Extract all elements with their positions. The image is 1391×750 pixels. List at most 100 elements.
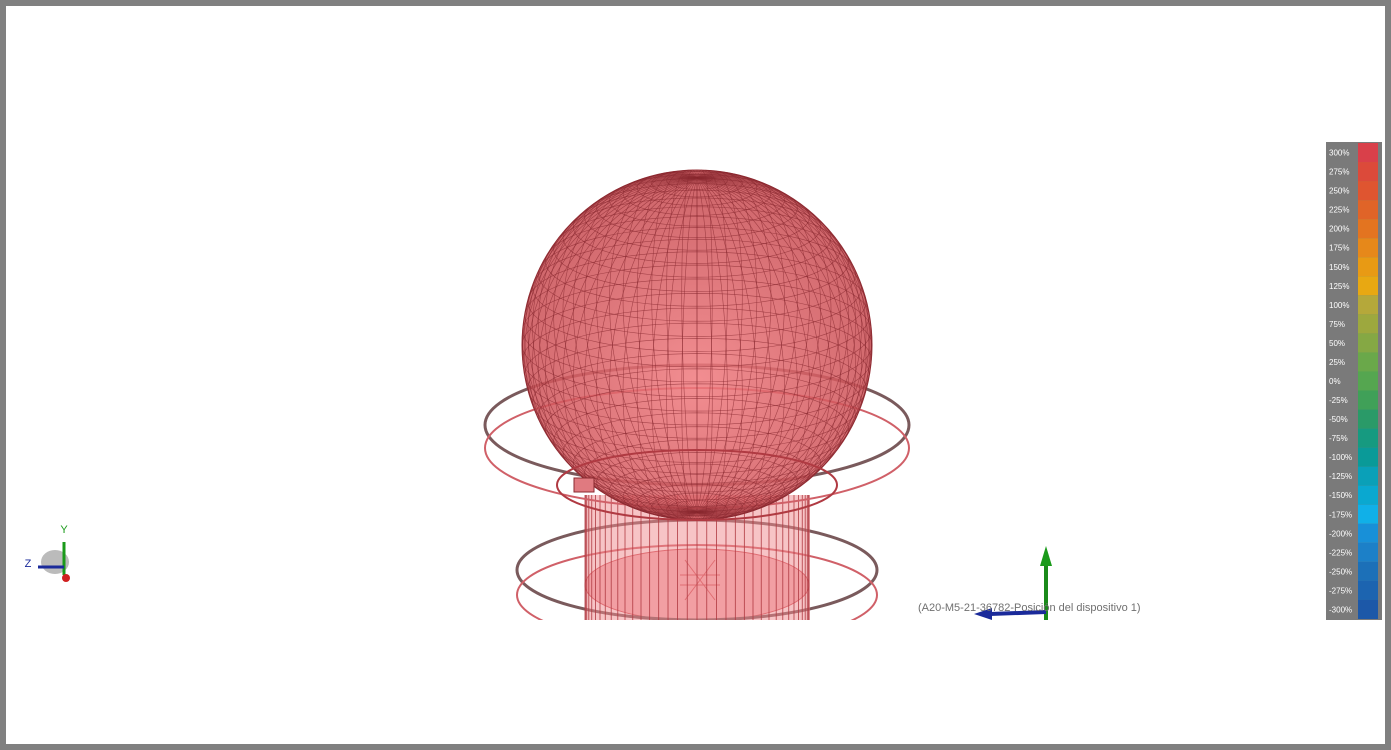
legend-label: -125% (1329, 472, 1352, 481)
legend-label: 175% (1329, 244, 1349, 253)
meridian (538, 176, 698, 513)
meridian (696, 169, 728, 513)
legend-swatch (1358, 257, 1378, 277)
meridian (696, 174, 841, 513)
meridian (696, 170, 758, 513)
legend-label: 150% (1329, 263, 1349, 272)
meridian (696, 171, 785, 513)
triad-x (62, 574, 70, 582)
legend-label: 275% (1329, 168, 1349, 177)
collar (556, 449, 838, 521)
meridian (696, 177, 798, 518)
meridian (681, 177, 698, 521)
legend-swatch (1358, 333, 1378, 353)
legend-label: -100% (1329, 453, 1352, 462)
legend-label: 25% (1329, 358, 1345, 367)
meridian (696, 177, 862, 514)
meridian (572, 177, 698, 517)
meridian (545, 175, 698, 513)
sphere-wireframe (521, 169, 873, 521)
meridian (666, 177, 698, 521)
legend-swatch (1358, 485, 1378, 505)
legend-swatch (1358, 314, 1378, 334)
legend-swatch (1358, 542, 1378, 562)
legend-label: 225% (1329, 206, 1349, 215)
meridian (651, 177, 698, 520)
meridian (609, 177, 698, 519)
model: (A20-M5-21-36782-Posición del dispositiv… (483, 169, 1141, 620)
meridian (562, 177, 698, 516)
legend-swatch (1358, 162, 1378, 182)
legend-swatch (1358, 599, 1378, 619)
meridian (696, 173, 822, 513)
meridian (622, 177, 698, 519)
legend-swatch (1358, 181, 1378, 201)
legend-swatch (1358, 390, 1378, 410)
legend-label: -50% (1329, 415, 1348, 424)
meridian (696, 177, 872, 513)
legend-label: 75% (1329, 320, 1345, 329)
meridian (696, 177, 867, 514)
triad-y-label: Y (60, 524, 68, 536)
meridian (696, 176, 867, 513)
legend-label: -25% (1329, 396, 1348, 405)
legend-label: 50% (1329, 339, 1345, 348)
meridian (584, 177, 698, 518)
legend-swatch (1358, 371, 1378, 391)
legend-swatch (1358, 428, 1378, 448)
legend-swatch (1358, 504, 1378, 524)
legend-swatch (1358, 466, 1378, 486)
legend-swatch (1358, 219, 1378, 239)
meridian (696, 172, 810, 513)
meridian (696, 174, 832, 513)
meridian (696, 177, 873, 513)
tab (573, 477, 595, 493)
legend-swatch (1358, 238, 1378, 258)
meridian (696, 171, 772, 513)
legend-label: 300% (1329, 149, 1349, 158)
legend-label: -250% (1329, 567, 1352, 576)
legend-label: -75% (1329, 434, 1348, 443)
legend-label: -175% (1329, 510, 1352, 519)
legend-label: 0% (1329, 377, 1341, 386)
meridian (696, 177, 849, 515)
legend-label: -275% (1329, 586, 1352, 595)
legend-label: 125% (1329, 282, 1349, 291)
legend-label: -225% (1329, 548, 1352, 557)
meridian (527, 177, 698, 514)
triad: Y Z (25, 524, 70, 582)
meridian (696, 177, 870, 513)
color-legend: 300% 275% 250% 225% 200% 175% 150% 125% 100% 75% 5… (1326, 142, 1382, 620)
meridian (522, 177, 698, 513)
meridian (596, 177, 698, 518)
meridian (527, 176, 698, 513)
model-label: (A20-M5-21-36782-Posición del dispositiv… (918, 602, 1141, 614)
meridian (636, 177, 698, 520)
meridian (596, 172, 698, 513)
legend-swatch (1358, 295, 1378, 315)
meridian (696, 177, 856, 514)
legend-label: -300% (1329, 605, 1352, 614)
legend-swatch (1358, 276, 1378, 296)
legend-swatch (1358, 200, 1378, 220)
legend-swatch (1358, 580, 1378, 600)
legend-swatch (1358, 352, 1378, 372)
meridian (524, 177, 698, 513)
legend-label: -150% (1329, 491, 1352, 500)
legend-label: 200% (1329, 225, 1349, 234)
legend-label: 100% (1329, 301, 1349, 310)
legend-swatch (1358, 523, 1378, 543)
legend-swatch (1358, 447, 1378, 467)
legend-swatch (1358, 409, 1378, 429)
meridian (696, 172, 798, 513)
meridian (696, 170, 743, 513)
legend-label: -200% (1329, 529, 1352, 538)
axis-y-head (1040, 546, 1052, 566)
triad-z-label: Z (25, 558, 32, 570)
legend-swatch (1358, 561, 1378, 581)
legend-label: 250% (1329, 187, 1349, 196)
meridian (553, 177, 698, 516)
meridian (521, 177, 698, 513)
